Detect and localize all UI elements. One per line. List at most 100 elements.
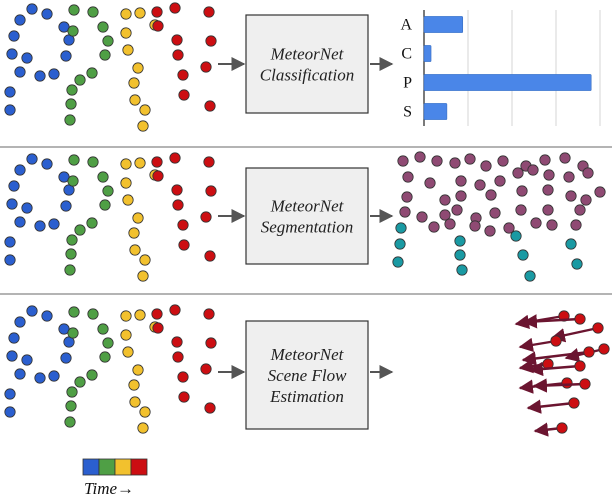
point-green bbox=[68, 306, 80, 318]
point-blue bbox=[14, 164, 26, 176]
time-legend-swatch-4 bbox=[130, 458, 148, 476]
point-green bbox=[66, 234, 78, 246]
point-red bbox=[205, 35, 217, 47]
seg-point-class-a bbox=[489, 207, 501, 219]
bar-P bbox=[423, 74, 592, 91]
point-yellow bbox=[139, 104, 151, 116]
point-yellow bbox=[120, 27, 132, 39]
point-green bbox=[67, 175, 79, 187]
seg-point-class-b bbox=[456, 264, 468, 276]
seg-point-class-b bbox=[454, 235, 466, 247]
point-red bbox=[152, 170, 164, 182]
point-yellow bbox=[139, 406, 151, 418]
point-blue bbox=[34, 70, 46, 82]
point-green bbox=[86, 217, 98, 229]
point-red bbox=[152, 20, 164, 32]
seg-point-class-a bbox=[546, 219, 558, 231]
network-box-segmentation: MeteorNet Segmentation bbox=[245, 167, 369, 265]
point-green bbox=[86, 369, 98, 381]
point-yellow bbox=[128, 77, 140, 89]
point-blue bbox=[4, 254, 16, 266]
flow-vector bbox=[518, 337, 557, 352]
point-blue bbox=[21, 354, 33, 366]
point-red bbox=[169, 152, 181, 164]
point-red bbox=[152, 322, 164, 334]
network-box-label: Scene Flow bbox=[268, 366, 347, 385]
point-yellow bbox=[134, 309, 146, 321]
seg-point-class-a bbox=[484, 225, 496, 237]
seg-point-class-a bbox=[559, 152, 571, 164]
point-yellow bbox=[122, 194, 134, 206]
point-green bbox=[87, 308, 99, 320]
point-green bbox=[74, 74, 86, 86]
point-green bbox=[74, 376, 86, 388]
network-box-label: MeteorNet bbox=[270, 197, 345, 216]
segmentation-output bbox=[392, 151, 606, 282]
point-red bbox=[204, 100, 216, 112]
point-yellow bbox=[139, 254, 151, 266]
point-yellow bbox=[122, 44, 134, 56]
seg-point-class-a bbox=[543, 169, 555, 181]
point-green bbox=[65, 248, 77, 260]
seg-point-class-a bbox=[512, 167, 524, 179]
point-red bbox=[169, 304, 181, 316]
point-green bbox=[64, 114, 76, 126]
point-blue bbox=[26, 305, 38, 317]
point-red bbox=[203, 308, 215, 320]
point-blue bbox=[4, 388, 16, 400]
point-blue bbox=[60, 200, 72, 212]
flow-vector bbox=[526, 399, 575, 414]
seg-point-class-a bbox=[530, 217, 542, 229]
point-blue bbox=[4, 86, 16, 98]
point-red bbox=[200, 61, 212, 73]
seg-point-class-a bbox=[444, 218, 456, 230]
flow-point bbox=[583, 346, 595, 358]
seg-point-class-a bbox=[574, 204, 586, 216]
bar-label-C: C bbox=[401, 46, 412, 63]
seg-point-class-b bbox=[394, 238, 406, 250]
point-yellow bbox=[120, 8, 132, 20]
point-green bbox=[87, 6, 99, 18]
seg-point-class-a bbox=[455, 190, 467, 202]
seg-point-class-a bbox=[582, 167, 594, 179]
point-green bbox=[68, 154, 80, 166]
point-red bbox=[178, 391, 190, 403]
panel-dividers bbox=[0, 146, 612, 295]
point-red bbox=[172, 49, 184, 61]
flow-arrows bbox=[218, 57, 394, 379]
point-green bbox=[66, 386, 78, 398]
network-box-label: MeteorNet bbox=[270, 45, 345, 64]
point-red bbox=[171, 336, 183, 348]
point-red bbox=[169, 2, 181, 14]
point-blue bbox=[48, 370, 60, 382]
flow-vector bbox=[522, 314, 581, 329]
point-green bbox=[97, 323, 109, 335]
seg-point-class-b bbox=[510, 230, 522, 242]
seg-point-class-a bbox=[439, 209, 451, 221]
seg-point-class-a bbox=[424, 177, 436, 189]
seg-point-class-a bbox=[397, 155, 409, 167]
point-green bbox=[87, 156, 99, 168]
flow-point bbox=[550, 335, 562, 347]
point-yellow bbox=[137, 120, 149, 132]
seg-point-class-a bbox=[449, 157, 461, 169]
point-red bbox=[200, 211, 212, 223]
point-yellow bbox=[129, 396, 141, 408]
network-box-classification: MeteorNet Classification bbox=[245, 14, 369, 114]
point-blue bbox=[8, 332, 20, 344]
seg-point-class-a bbox=[594, 186, 606, 198]
point-yellow bbox=[132, 62, 144, 74]
point-red bbox=[203, 6, 215, 18]
point-blue bbox=[26, 3, 38, 15]
seg-point-class-a bbox=[503, 222, 515, 234]
seg-point-class-a bbox=[570, 219, 582, 231]
flow-point bbox=[556, 422, 568, 434]
point-blue bbox=[21, 202, 33, 214]
point-yellow bbox=[122, 346, 134, 358]
point-green bbox=[65, 400, 77, 412]
seg-point-class-b bbox=[565, 238, 577, 250]
flow-point bbox=[574, 360, 586, 372]
point-red bbox=[200, 363, 212, 375]
bar-S bbox=[423, 103, 448, 120]
seg-point-class-a bbox=[416, 211, 428, 223]
